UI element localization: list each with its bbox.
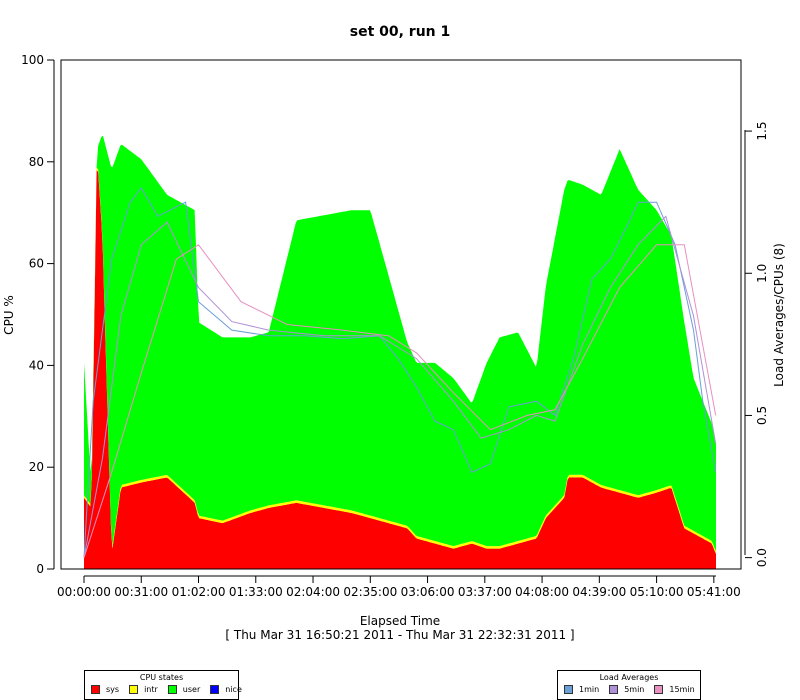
- y-tick-label: 80: [29, 155, 44, 169]
- plot-area: [83, 135, 717, 569]
- y-tick-label: 0: [36, 562, 44, 576]
- y2-axis-label: Load Averages/CPUs (8): [772, 243, 786, 387]
- legend-label-sys: sys: [106, 685, 120, 694]
- y2-tick-label: 1.5: [755, 122, 769, 141]
- legend-label-5min: 5min: [624, 685, 645, 694]
- legend-item-sys: sys: [91, 685, 119, 694]
- 1min-swatch: [564, 685, 573, 694]
- 15min-swatch: [654, 685, 664, 694]
- x-tick-label: 01:33:00: [229, 585, 283, 599]
- area-sys: [84, 170, 716, 569]
- cpu-states-legend-title: CPU states: [139, 673, 184, 682]
- x-tick-label: 03:37:00: [458, 585, 512, 599]
- x-tick-label: 02:04:00: [286, 585, 340, 599]
- y2-tick-label: 0.0: [755, 548, 769, 567]
- x-axis-subtitle: [ Thu Mar 31 16:50:21 2011 - Thu Mar 31 …: [225, 628, 574, 642]
- y-tick-label: 20: [29, 460, 44, 474]
- legend-item-nice: nice: [210, 685, 242, 694]
- load-line-15min: [83, 244, 717, 558]
- plot-frame: [60, 59, 742, 570]
- x-tick-label: 04:39:00: [572, 585, 626, 599]
- legend-label-user: user: [182, 685, 201, 694]
- chart-title: set 00, run 1: [350, 24, 451, 40]
- x-tick-label: 05:10:00: [630, 585, 684, 599]
- y-tick-label: 40: [29, 358, 44, 372]
- y2-tick-group: 0.0 0.5 1.0 1.5: [745, 122, 769, 567]
- nice-swatch: [210, 685, 220, 694]
- legend-item-1min: 1min: [564, 685, 599, 694]
- cpu-states-legend: CPU states sys intr user nice: [84, 670, 242, 700]
- x-tick-group: 00:00:00 00:31:00 01:02:00 01:33:00 02:04:00…: [57, 576, 741, 599]
- x-tick-label: 03:06:00: [401, 585, 455, 599]
- x-tick-label: 00:31:00: [114, 585, 168, 599]
- user-swatch: [167, 685, 177, 694]
- y-tick-label: 60: [29, 257, 44, 271]
- legend-label-15min: 15min: [669, 685, 695, 694]
- legend-item-15min: 15min: [654, 685, 695, 694]
- x-tick-label: 02:35:00: [343, 585, 397, 599]
- legend-item-user: user: [167, 685, 201, 694]
- load-averages-legend-title: Load Averages: [599, 673, 659, 682]
- legend-item-intr: intr: [129, 685, 158, 694]
- y-axis-label: CPU %: [2, 295, 16, 335]
- legend-label-1min: 1min: [579, 685, 600, 694]
- x-tick-label: 01:02:00: [172, 585, 226, 599]
- load-line-1min: [83, 187, 717, 558]
- 5min-swatch: [609, 685, 619, 694]
- area-user: [84, 135, 716, 552]
- y2-tick-label: 1.0: [755, 264, 769, 283]
- y2-tick-label: 0.5: [755, 406, 769, 425]
- y-tick-group: 0 20 40 60 80 100: [21, 53, 54, 576]
- legend-label-nice: nice: [225, 685, 242, 694]
- legend-item-5min: 5min: [609, 685, 644, 694]
- x-tick-label: 04:08:00: [515, 585, 569, 599]
- x-axis-label: Elapsed Time: [360, 614, 440, 628]
- x-tick-label: 05:41:00: [687, 585, 741, 599]
- load-line-5min: [83, 215, 717, 558]
- x-tick-label: 00:00:00: [57, 585, 111, 599]
- legend-label-intr: intr: [144, 685, 158, 694]
- sys-swatch: [91, 685, 100, 694]
- y-tick-label: 100: [21, 53, 44, 67]
- intr-swatch: [129, 685, 139, 694]
- load-averages-legend: Load Averages 1min 5min 15min: [557, 670, 701, 700]
